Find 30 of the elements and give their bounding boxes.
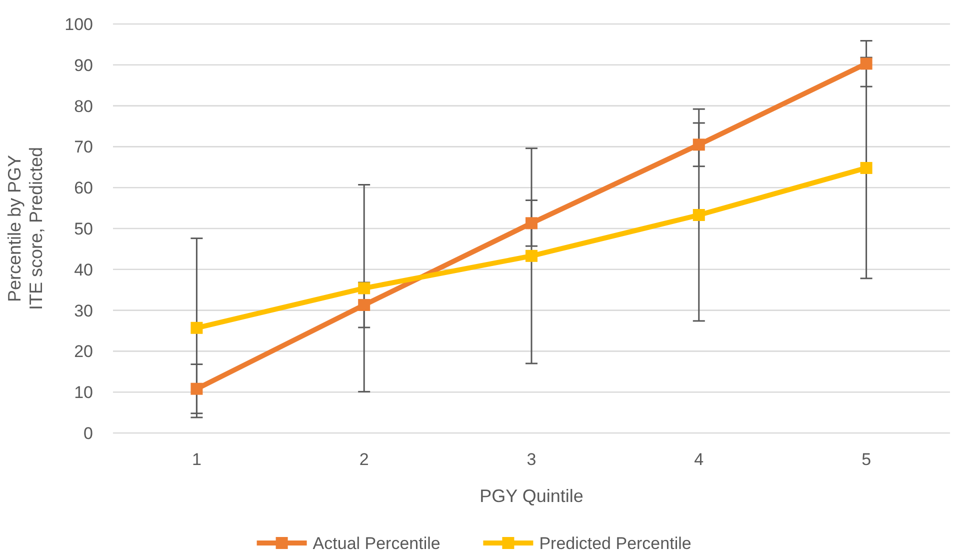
y-tick-label: 60 (74, 178, 93, 198)
point (860, 58, 872, 70)
x-tick-label: 1 (192, 450, 202, 469)
x-tick-label: 2 (359, 450, 369, 469)
y-tick-label: 90 (74, 56, 93, 75)
legend-label: Actual Percentile (312, 534, 440, 553)
y-tick-label: 100 (64, 14, 93, 34)
x-tick-label: 3 (526, 450, 536, 469)
x-axis-title: PGY Quintile (480, 486, 584, 506)
y-tick-label: 50 (74, 219, 93, 238)
point (860, 162, 872, 174)
x-tick-label: 5 (862, 450, 872, 469)
point (692, 209, 705, 222)
point (358, 298, 370, 311)
point (190, 322, 203, 334)
x-tick-label: 4 (694, 450, 704, 469)
y-tick-label: 30 (74, 301, 93, 320)
point (526, 250, 538, 262)
legend-label: Predicted Percentile (539, 534, 692, 553)
point (358, 282, 370, 294)
y-tick-label: 40 (74, 260, 93, 280)
y-tick-label: 10 (74, 383, 93, 402)
y-tick-label: 70 (74, 138, 93, 157)
point (190, 382, 203, 395)
y-axis-title: Percentile by PGY ITE score, Predicted (4, 146, 46, 310)
point (526, 217, 538, 230)
y-tick-label: 0 (84, 424, 93, 443)
y-tick-label: 20 (74, 342, 93, 362)
y-tick-label: 80 (74, 96, 93, 116)
point (692, 138, 705, 151)
